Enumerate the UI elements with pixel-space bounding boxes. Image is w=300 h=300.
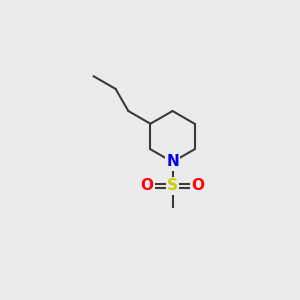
Text: O: O [140,178,154,194]
Text: N: N [166,154,179,169]
Text: S: S [167,178,178,194]
Text: O: O [191,178,205,194]
